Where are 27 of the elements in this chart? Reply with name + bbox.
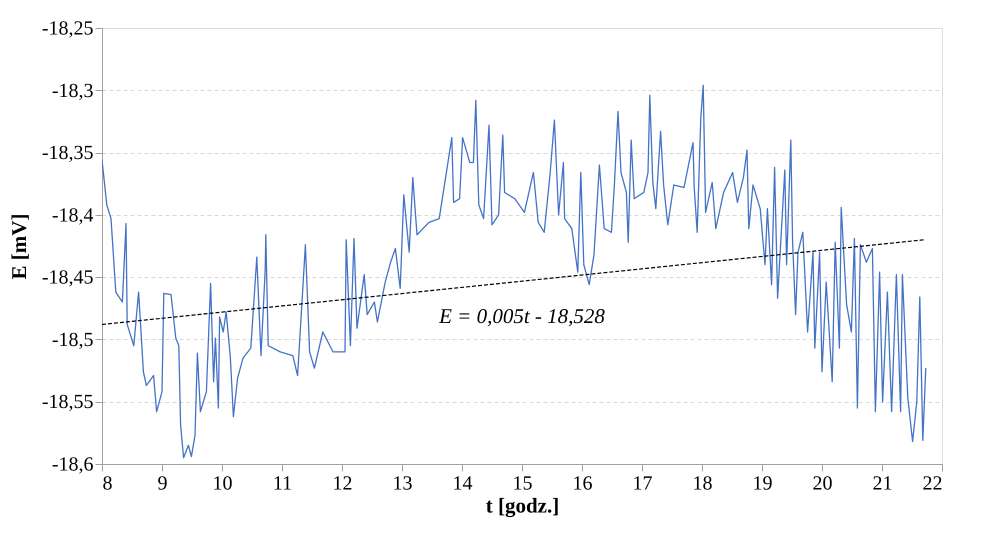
y-tick-label: -18,55 (42, 391, 94, 414)
x-tick-label: 14 (452, 472, 472, 494)
x-tick-label: 13 (392, 472, 412, 494)
y-tick-label: -18,4 (52, 204, 94, 226)
line-series (102, 84, 926, 458)
x-tick-label: 9 (158, 472, 168, 494)
x-tick-label: 10 (212, 472, 232, 494)
x-axis-title: t [godz.] (486, 494, 560, 518)
x-tick-label: 8 (102, 472, 112, 494)
x-tick-label: 18 (692, 472, 712, 494)
x-tick-label: 20 (812, 472, 832, 494)
y-tick-label: -18,45 (42, 266, 94, 289)
x-tick-label: 12 (332, 472, 352, 494)
y-axis-title: E [mV] (6, 214, 31, 280)
y-tick-label: -18,25 (42, 18, 94, 40)
x-tick-label: 19 (752, 472, 772, 494)
y-tick-label: -18,6 (52, 454, 94, 476)
x-tick-label: 21 (872, 472, 892, 494)
y-tick-label: -18,5 (52, 328, 94, 351)
x-tick-label: 15 (512, 472, 532, 494)
y-tick-label: -18,35 (42, 142, 94, 164)
y-tick-label: -18,3 (52, 80, 94, 102)
x-tick-label: 17 (632, 472, 652, 494)
annotation: E = 0,005t - 18,528 (438, 304, 606, 328)
x-tick-label: 11 (272, 472, 292, 494)
x-tick-label: 16 (572, 472, 592, 494)
x-tick-label: 22 (922, 472, 942, 494)
